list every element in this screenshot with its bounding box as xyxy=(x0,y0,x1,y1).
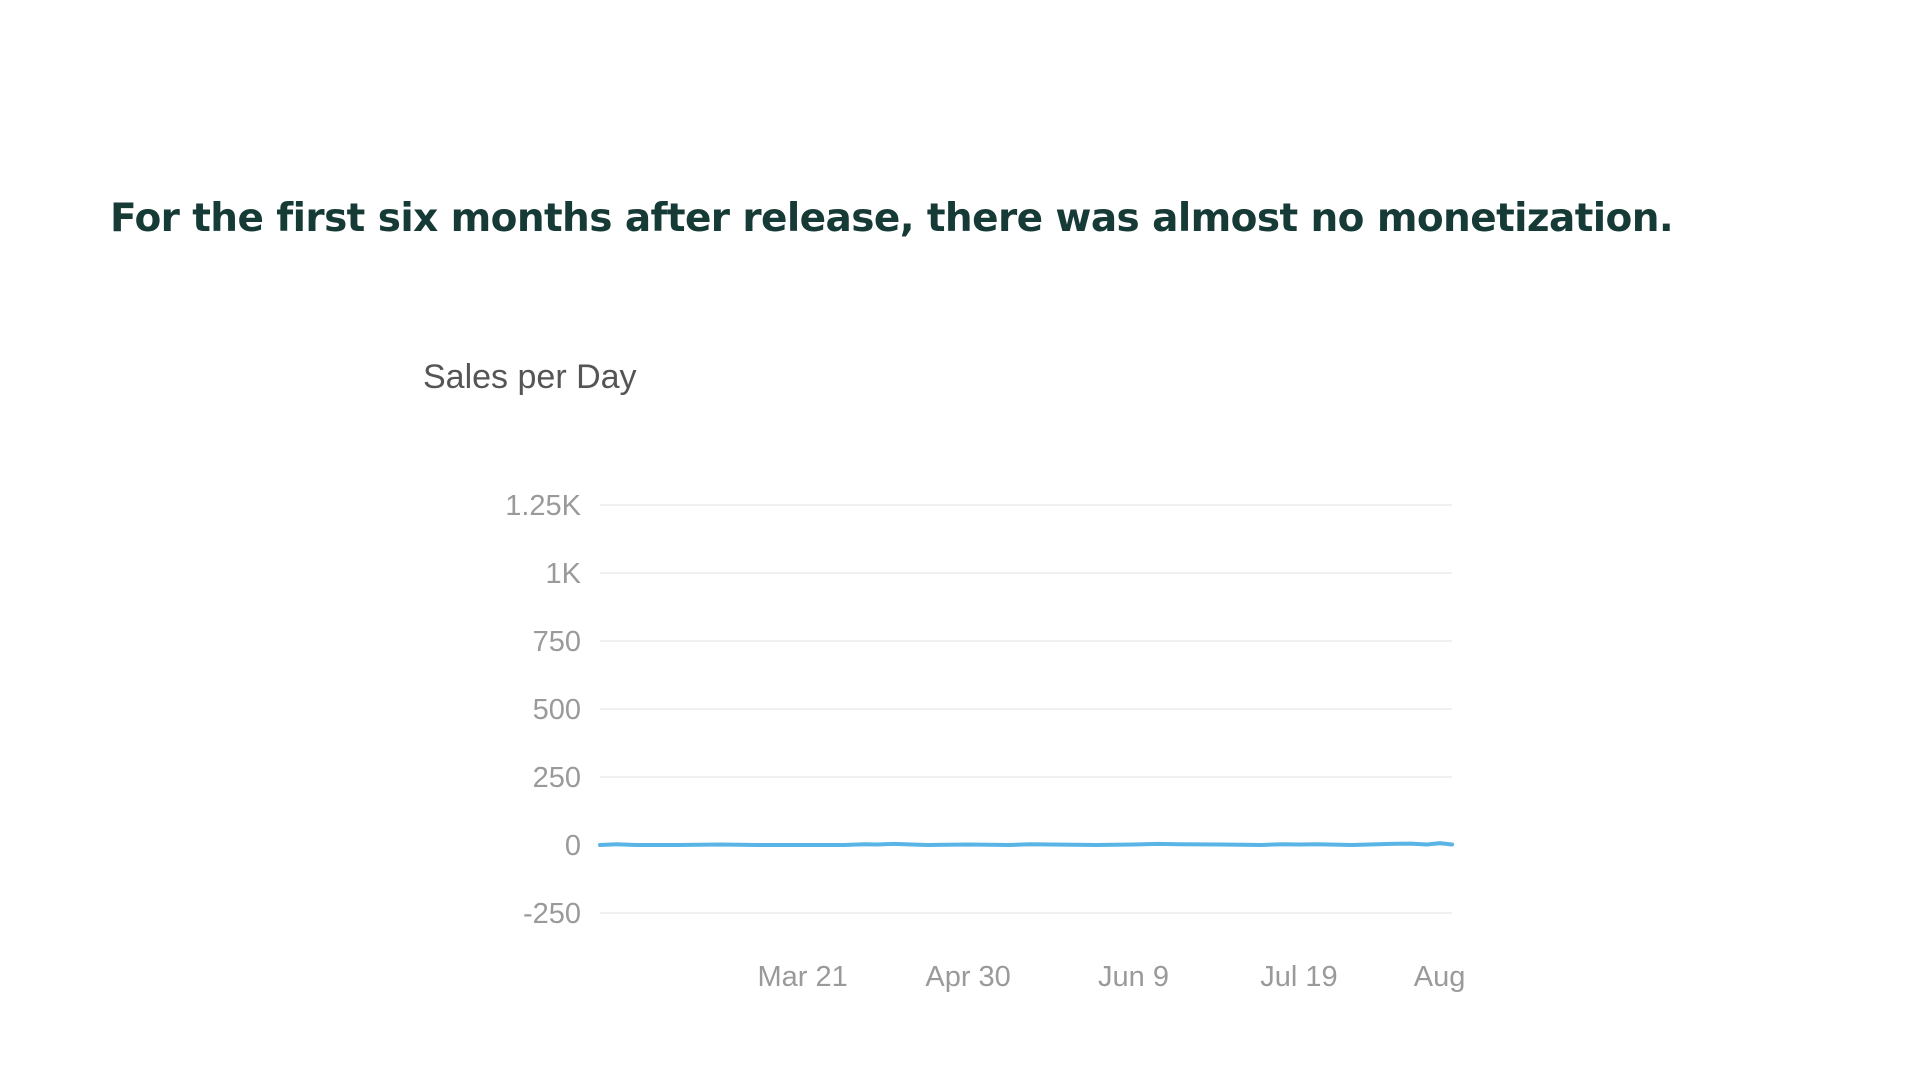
chart-title: Sales per Day xyxy=(423,358,637,396)
x-tick-label: Aug xyxy=(1414,961,1466,993)
slide-heading: For the first six months after release, … xyxy=(110,196,1674,241)
y-tick-label: 1.25K xyxy=(505,490,581,522)
x-tick-label: Jun 9 xyxy=(1098,961,1169,993)
x-tick-label: Mar 21 xyxy=(758,961,848,993)
series-line-0 xyxy=(598,841,1454,847)
y-tick-label: -250 xyxy=(523,898,581,930)
y-tick-label: 500 xyxy=(533,694,581,726)
y-axis-ticks: 1.25K 1K 750 500 250 0 -250 xyxy=(505,490,581,930)
series-layer xyxy=(598,841,1454,847)
y-tick-label: 250 xyxy=(533,762,581,794)
y-tick-label: 1K xyxy=(546,558,582,590)
x-tick-label: Jul 19 xyxy=(1260,961,1337,993)
y-tick-label: 0 xyxy=(565,830,581,862)
grid-layer xyxy=(600,504,1452,914)
x-tick-label: Apr 30 xyxy=(925,961,1010,993)
x-axis-ticks: Mar 21 Apr 30 Jun 9 Jul 19 Aug xyxy=(758,961,1466,993)
y-tick-label: 750 xyxy=(533,626,581,658)
